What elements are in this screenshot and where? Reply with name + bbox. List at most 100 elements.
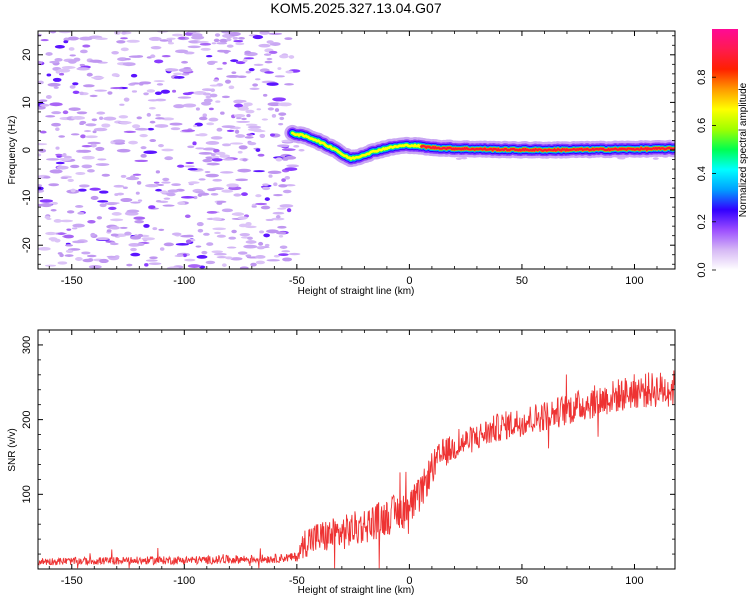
noise-blob — [206, 122, 215, 126]
noise-blob — [55, 127, 60, 132]
noise-blob — [251, 205, 257, 208]
noise-blob — [264, 197, 270, 201]
noise-blob — [114, 255, 120, 259]
noise-blob — [146, 112, 152, 117]
noise-blob — [53, 86, 59, 89]
noise-blob — [206, 162, 221, 166]
noise-blob — [110, 233, 119, 237]
noise-blob — [89, 187, 101, 191]
noise-blob — [159, 247, 165, 251]
noise-blob — [85, 135, 98, 139]
noise-blob — [70, 164, 80, 169]
noise-blob — [99, 190, 109, 194]
noise-blob — [226, 129, 235, 133]
noise-blob — [99, 116, 104, 120]
noise-blob — [72, 82, 79, 86]
noise-blob — [40, 39, 49, 42]
noise-blob — [131, 90, 138, 93]
y-tick-label: 0 — [21, 147, 33, 153]
noise-blob — [130, 73, 138, 78]
noise-blob — [167, 38, 173, 43]
noise-blob — [134, 159, 149, 163]
noise-blob — [130, 201, 141, 204]
noise-blob — [238, 145, 248, 150]
noise-blob — [205, 95, 212, 99]
noise-blob — [71, 116, 86, 120]
noise-blob — [245, 123, 258, 127]
noise-blob — [190, 31, 197, 34]
noise-blob — [143, 223, 150, 228]
noise-blob — [187, 181, 200, 184]
noise-blob — [262, 93, 268, 97]
noise-blob — [45, 115, 56, 118]
noise-blob — [183, 67, 191, 70]
noise-blob — [38, 99, 48, 103]
noise-blob — [167, 189, 180, 193]
noise-blob — [244, 50, 252, 55]
noise-blob — [158, 143, 164, 148]
noise-blob — [187, 45, 201, 49]
noise-blob — [59, 157, 72, 161]
noise-blob — [120, 197, 133, 203]
noise-blob — [182, 92, 193, 96]
noise-blob — [230, 59, 239, 63]
noise-blob — [68, 107, 81, 111]
noise-blob — [281, 148, 296, 151]
noise-blob — [213, 148, 220, 153]
noise-blob — [51, 201, 58, 205]
noise-blob — [87, 219, 96, 224]
noise-blob — [187, 264, 201, 268]
noise-blob — [113, 184, 125, 188]
noise-blob — [171, 183, 181, 187]
noise-blob — [277, 207, 287, 210]
noise-blob — [65, 244, 73, 247]
noise-blob — [262, 183, 270, 186]
noise-blob — [279, 116, 285, 121]
noise-blob — [272, 97, 286, 102]
noise-blob — [87, 169, 95, 173]
noise-blob — [124, 58, 132, 61]
colorbar: 0.0 0.2 0.4 0.6 0.8 Normalized spectral ampl… — [696, 29, 749, 278]
noise-blob — [43, 176, 51, 179]
noise-blob — [266, 40, 274, 44]
x-tick-label: -50 — [289, 275, 305, 287]
noise-blob — [166, 192, 176, 197]
noise-blob — [137, 199, 143, 202]
noise-blob — [114, 193, 119, 196]
noise-blob — [248, 67, 255, 72]
noise-blob — [167, 42, 175, 45]
noise-blob — [118, 115, 129, 119]
noise-blob — [90, 143, 97, 148]
noise-blob — [260, 205, 271, 210]
noise-blob — [81, 164, 93, 169]
noise-blob — [163, 197, 171, 200]
noise-blob — [259, 230, 265, 234]
noise-blob — [282, 257, 293, 262]
noise-blob — [265, 218, 274, 222]
noise-blob — [215, 100, 221, 103]
noise-blob — [173, 72, 183, 76]
noise-blob — [114, 31, 121, 35]
noise-blob — [220, 171, 234, 174]
spectrogram-x-ticks: -150 -100 -50 0 50 100 — [48, 31, 658, 287]
noise-blob — [60, 176, 69, 180]
noise-blob — [129, 235, 142, 240]
noise-blob — [197, 40, 209, 44]
noise-blob — [67, 59, 77, 64]
noise-blob — [91, 118, 98, 122]
noise-blob — [284, 37, 293, 41]
noise-blob — [172, 89, 177, 93]
noise-blob — [59, 219, 74, 223]
noise-blob — [72, 240, 85, 244]
noise-blob — [49, 169, 63, 174]
noise-blob — [121, 31, 127, 35]
noise-blob — [38, 246, 51, 251]
noise-blob — [259, 133, 266, 139]
noise-blob — [52, 77, 62, 82]
noise-blob — [233, 99, 244, 104]
noise-blob — [197, 133, 208, 137]
noise-blob — [225, 256, 233, 260]
noise-blob — [204, 170, 211, 174]
noise-blob — [198, 152, 213, 155]
noise-blob — [140, 153, 147, 158]
